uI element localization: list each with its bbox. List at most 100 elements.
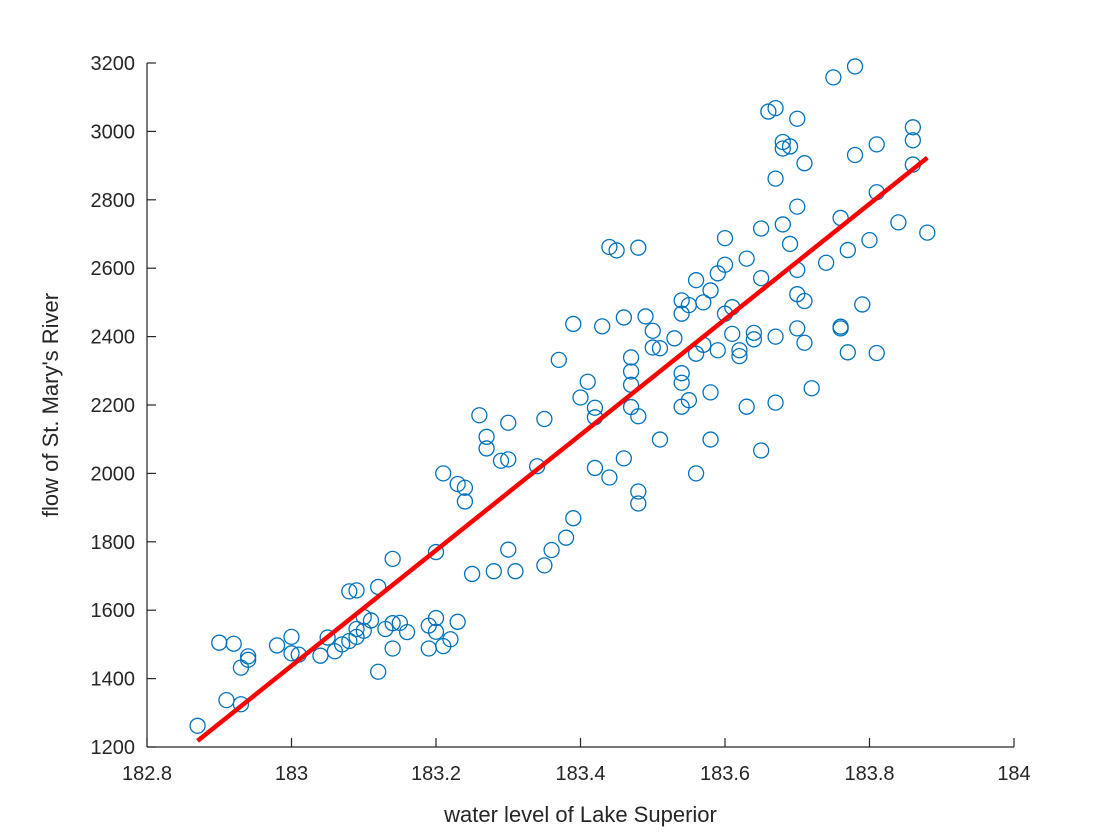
data-point	[478, 440, 495, 457]
y-tick-label: 1800	[91, 532, 136, 554]
x-tick-label: 183.4	[555, 763, 605, 785]
x-tick-label: 182.8	[122, 763, 172, 785]
data-point	[745, 324, 763, 341]
data-point	[471, 407, 488, 424]
data-point	[485, 563, 502, 580]
data-point	[507, 563, 524, 580]
data-point	[651, 340, 669, 357]
data-point	[774, 140, 791, 157]
data-point	[644, 339, 661, 356]
data-point	[565, 315, 582, 333]
x-tick-label: 183	[275, 763, 308, 785]
data-point	[435, 465, 452, 482]
data-point	[839, 241, 856, 259]
data-point	[601, 469, 618, 486]
data-point	[449, 613, 466, 630]
data-point	[239, 651, 257, 668]
data-point	[673, 374, 690, 391]
data-point	[319, 629, 336, 646]
data-point	[630, 239, 647, 256]
data-point	[738, 250, 755, 267]
y-tick-label: 3200	[91, 53, 136, 75]
x-tick-label: 183.2	[411, 763, 461, 785]
data-point	[919, 224, 936, 241]
data-point	[427, 543, 445, 561]
data-point	[622, 398, 640, 416]
data-point	[398, 623, 416, 641]
data-point	[673, 365, 690, 382]
data-point	[225, 635, 242, 652]
data-point	[890, 214, 907, 231]
data-point	[500, 414, 517, 431]
data-point	[666, 330, 683, 347]
data-point	[232, 696, 250, 713]
data-point	[637, 308, 654, 325]
data-point	[702, 431, 719, 448]
data-point	[731, 342, 748, 359]
data-point	[442, 631, 459, 648]
data-point	[420, 640, 437, 657]
data-point	[651, 431, 669, 448]
data-point	[796, 155, 813, 172]
data-point	[536, 557, 553, 574]
data-point	[348, 582, 365, 599]
data-point	[384, 550, 401, 568]
x-tick-label: 184	[997, 763, 1030, 785]
data-point	[789, 198, 806, 215]
data-point	[630, 408, 647, 425]
data-point	[796, 334, 813, 351]
data-point	[854, 296, 871, 313]
data-point	[536, 410, 553, 428]
y-tick-label: 3000	[91, 121, 136, 143]
data-point	[492, 452, 510, 469]
data-point	[384, 640, 401, 657]
data-point	[731, 347, 748, 365]
axes: 182.8 183 183.2 183.4 183.6 183.8 184 1200 1400 1…	[91, 53, 1031, 785]
data-point	[615, 450, 632, 467]
data-point	[579, 373, 596, 390]
data-point	[774, 216, 791, 233]
fit-line-group	[196, 155, 929, 743]
data-point	[839, 344, 856, 361]
data-point	[500, 541, 517, 558]
data-point	[846, 146, 864, 164]
data-point	[796, 292, 813, 310]
data-point	[716, 229, 734, 247]
data-point	[781, 138, 799, 155]
data-point	[687, 465, 705, 482]
data-point	[644, 322, 661, 339]
y-tick-label: 1600	[91, 600, 136, 622]
x-tick-label: 183.6	[700, 763, 750, 785]
data-point	[427, 623, 445, 640]
data-point	[218, 691, 235, 709]
data-point	[680, 392, 698, 409]
data-point	[370, 663, 387, 680]
data-point	[543, 541, 560, 559]
data-point	[752, 442, 770, 459]
data-point	[615, 309, 632, 326]
data-point	[687, 272, 705, 289]
data-point	[789, 110, 806, 127]
y-tick-label: 2200	[91, 395, 136, 417]
data-point	[594, 318, 611, 335]
data-point	[283, 628, 300, 646]
x-tick-label: 183.8	[844, 763, 894, 785]
data-point	[348, 620, 365, 638]
data-point	[716, 256, 734, 273]
data-point	[702, 282, 719, 299]
data-point	[904, 132, 921, 149]
data-point	[767, 328, 784, 345]
y-axis-label: flow of St. Mary's River	[38, 293, 63, 517]
data-point	[832, 320, 849, 337]
data-point	[846, 58, 864, 75]
data-point	[752, 269, 770, 287]
data-point	[861, 232, 878, 249]
data-point	[565, 510, 582, 527]
data-point	[211, 634, 228, 651]
data-point	[767, 170, 784, 187]
y-tick-label: 1200	[91, 737, 136, 759]
data-point	[586, 399, 604, 416]
data-point	[312, 647, 329, 664]
data-point	[608, 242, 625, 259]
